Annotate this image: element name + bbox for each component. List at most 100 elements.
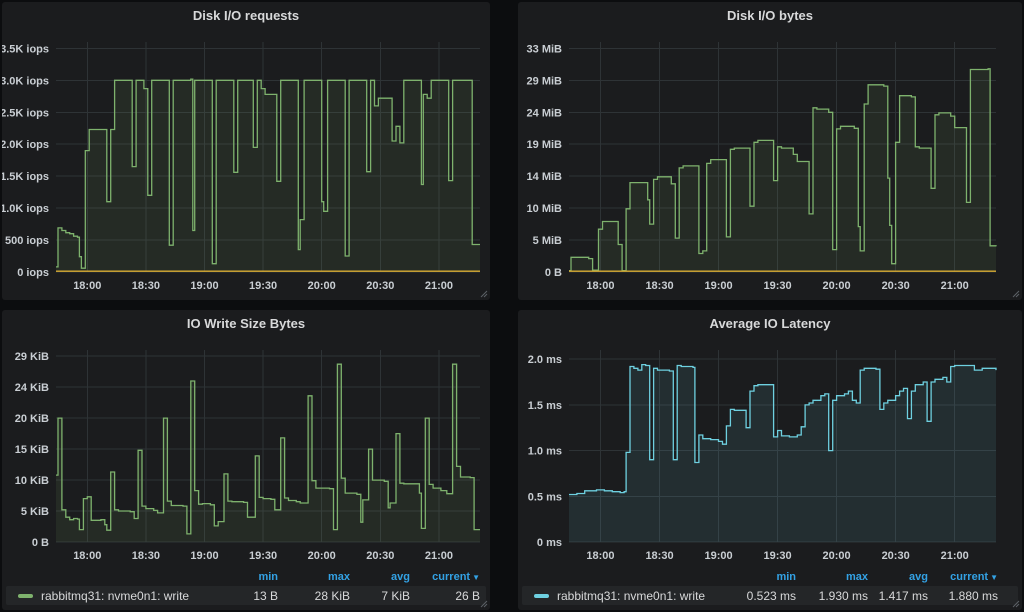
svg-text:18:00: 18:00	[73, 280, 101, 292]
panel-average-io-latency: Average IO Latency 0 ms 0.5 ms 1.0 ms 1.5 m…	[518, 310, 1022, 610]
svg-text:19:00: 19:00	[190, 550, 218, 562]
svg-text:5 MiB: 5 MiB	[533, 235, 562, 247]
svg-text:2.5K iops: 2.5K iops	[2, 107, 49, 119]
panel-resize-handle-icon[interactable]	[480, 600, 488, 608]
svg-text:3.5K iops: 3.5K iops	[2, 43, 49, 55]
svg-text:19:00: 19:00	[704, 280, 732, 292]
series-current-value: 26 B	[455, 588, 480, 603]
time-series-graph[interactable]: 0 iops 500 iops 1.0K iops 1.5K iops 2.0K iop…	[2, 30, 490, 298]
series-max-value: 1.930 ms	[818, 588, 868, 603]
svg-text:18:30: 18:30	[645, 550, 673, 562]
svg-text:0 iops: 0 iops	[17, 267, 49, 279]
svg-text:18:00: 18:00	[73, 550, 101, 562]
svg-text:18:00: 18:00	[586, 550, 614, 562]
series-current-value: 1.880 ms	[948, 588, 998, 603]
svg-text:20 KiB: 20 KiB	[15, 413, 49, 425]
panel-resize-handle-icon[interactable]	[480, 290, 488, 298]
sort-arrow-icon: ▼	[990, 572, 998, 582]
svg-text:0 B: 0 B	[545, 267, 562, 279]
svg-text:21:00: 21:00	[941, 550, 969, 562]
svg-text:20:00: 20:00	[308, 550, 336, 562]
svg-text:18:00: 18:00	[586, 280, 614, 292]
svg-text:18:30: 18:30	[132, 280, 160, 292]
panel-title[interactable]: IO Write Size Bytes	[186, 316, 306, 331]
time-series-graph[interactable]: 0 B 5 MiB 10 MiB 14 MiB 19 MiB 24 MiB 29 MiB 33…	[518, 30, 1022, 298]
svg-text:19:00: 19:00	[190, 280, 218, 292]
svg-text:20:00: 20:00	[308, 280, 336, 292]
series-max-value: 28 KiB	[314, 588, 350, 603]
svg-text:20:30: 20:30	[882, 280, 910, 292]
series-avg-value: 7 KiB	[381, 588, 410, 603]
series-avg-value: 1.417 ms	[878, 588, 928, 603]
panel-title[interactable]: Disk I/O requests	[192, 8, 300, 23]
svg-text:20:30: 20:30	[366, 280, 394, 292]
legend-header-row: min max avg current ▼	[2, 568, 490, 585]
svg-text:2.0 ms: 2.0 ms	[528, 354, 562, 366]
time-series-graph[interactable]: 0 B 5 KiB 10 KiB 15 KiB 20 KiB 24 KiB 29 KiB 18…	[2, 338, 490, 568]
svg-text:29 KiB: 29 KiB	[15, 351, 49, 363]
svg-text:24 KiB: 24 KiB	[15, 382, 49, 394]
svg-text:20:00: 20:00	[823, 550, 851, 562]
svg-text:24 MiB: 24 MiB	[527, 107, 563, 119]
legend-header-row: min max avg current ▼	[518, 568, 1022, 585]
legend-sort-min[interactable]: min	[776, 570, 796, 583]
svg-text:20:30: 20:30	[882, 550, 910, 562]
svg-text:19:30: 19:30	[249, 550, 277, 562]
series-min-value: 0.523 ms	[746, 588, 796, 603]
svg-text:18:30: 18:30	[645, 280, 673, 292]
svg-text:21:00: 21:00	[425, 280, 453, 292]
svg-text:29 MiB: 29 MiB	[527, 75, 563, 87]
svg-text:20:00: 20:00	[823, 280, 851, 292]
svg-text:15 KiB: 15 KiB	[15, 444, 49, 456]
series-name[interactable]: rabbitmq31: nvme0n1: write	[41, 588, 190, 603]
panel-disk-io-requests: Disk I/O requests 0 iops 500 iops 1.0K iop…	[2, 2, 490, 300]
legend-sort-max[interactable]: max	[327, 570, 350, 583]
panel-resize-handle-icon[interactable]	[1012, 600, 1020, 608]
svg-text:0 B: 0 B	[32, 537, 49, 549]
series-color-swatch	[534, 593, 549, 598]
svg-text:3.0K iops: 3.0K iops	[2, 75, 49, 87]
legend-series-row: rabbitmq31: nvme0n1: write 0.523 ms 1.93…	[522, 586, 1018, 605]
svg-text:1.0 ms: 1.0 ms	[528, 446, 562, 458]
sort-arrow-icon: ▼	[472, 572, 480, 582]
legend-sort-avg[interactable]: avg	[909, 570, 928, 583]
svg-text:19 MiB: 19 MiB	[527, 139, 563, 151]
svg-text:20:30: 20:30	[366, 550, 394, 562]
svg-text:19:30: 19:30	[764, 280, 792, 292]
svg-text:500 iops: 500 iops	[5, 235, 49, 247]
svg-text:19:30: 19:30	[249, 280, 277, 292]
svg-text:10 KiB: 10 KiB	[15, 475, 49, 487]
svg-text:2.0K iops: 2.0K iops	[2, 139, 49, 151]
legend-sort-max[interactable]: max	[845, 570, 868, 583]
svg-text:18:30: 18:30	[132, 550, 160, 562]
legend-sort-current-label: current	[432, 570, 471, 583]
svg-text:33 MiB: 33 MiB	[527, 43, 563, 55]
legend: min max avg current ▼ rabbitmq31: nvme0n1…	[518, 568, 1022, 610]
legend-series-row: rabbitmq31: nvme0n1: write 13 B 28 KiB 7…	[6, 586, 486, 605]
svg-text:21:00: 21:00	[941, 280, 969, 292]
svg-text:0.5 ms: 0.5 ms	[528, 491, 562, 503]
series-name[interactable]: rabbitmq31: nvme0n1: write	[557, 588, 706, 603]
svg-text:0 ms: 0 ms	[537, 537, 562, 549]
legend-sort-current[interactable]: current ▼	[928, 571, 998, 583]
panel-title[interactable]: Average IO Latency	[709, 316, 831, 331]
legend: min max avg current ▼ rabbitmq31: nvme0n1…	[2, 568, 490, 610]
svg-text:21:00: 21:00	[425, 550, 453, 562]
legend-sort-current-label: current	[950, 570, 989, 583]
legend-sort-min[interactable]: min	[258, 570, 278, 583]
svg-text:14 MiB: 14 MiB	[527, 171, 563, 183]
svg-text:19:00: 19:00	[704, 550, 732, 562]
svg-text:5 KiB: 5 KiB	[21, 506, 49, 518]
svg-text:1.5K iops: 1.5K iops	[2, 171, 49, 183]
svg-text:1.5 ms: 1.5 ms	[528, 400, 562, 412]
svg-text:1.0K iops: 1.0K iops	[2, 203, 49, 215]
svg-text:19:30: 19:30	[764, 550, 792, 562]
panel-io-write-size-bytes: IO Write Size Bytes 0 B 5 KiB 10 KiB 15 KiB…	[2, 310, 490, 610]
panel-disk-io-bytes: Disk I/O bytes 0 B 5 MiB 10 MiB 14 MiB 19 Mi…	[518, 2, 1022, 300]
legend-sort-avg[interactable]: avg	[391, 570, 410, 583]
time-series-graph[interactable]: 0 ms 0.5 ms 1.0 ms 1.5 ms 2.0 ms 18:00 18:30 19…	[518, 338, 1022, 568]
legend-sort-current[interactable]: current ▼	[410, 571, 480, 583]
panel-resize-handle-icon[interactable]	[1012, 290, 1020, 298]
panel-title[interactable]: Disk I/O bytes	[727, 8, 813, 23]
